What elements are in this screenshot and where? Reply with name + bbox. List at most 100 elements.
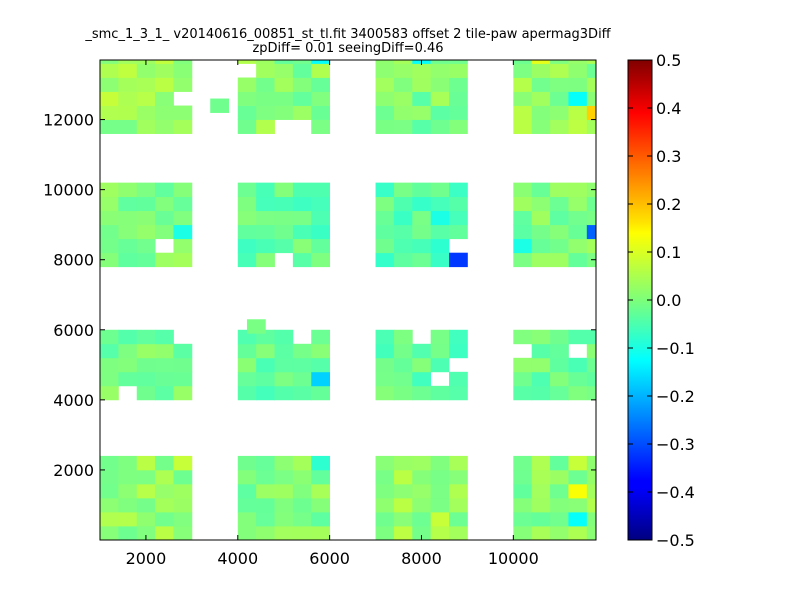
heatmap-cell (393, 525, 413, 540)
heatmap-cell (393, 119, 413, 134)
heatmap-cell (100, 357, 119, 373)
heatmap-cell (375, 77, 395, 92)
heatmap-cell (237, 60, 257, 64)
heatmap-cell (449, 343, 468, 359)
heatmap-cell (237, 371, 257, 387)
heatmap-cell (256, 196, 275, 212)
heatmap-cell (550, 385, 569, 401)
heatmap-cell (136, 511, 156, 527)
heatmap-cell (100, 224, 119, 240)
heatmap-cell (136, 63, 156, 78)
heatmap-cell (375, 385, 395, 401)
heatmap-cell (550, 469, 569, 485)
heatmap-cell (173, 252, 193, 268)
heatmap-cell (568, 196, 588, 212)
colorbar-tick-label: −0.3 (656, 435, 695, 454)
heatmap-cell (513, 511, 533, 527)
heatmap-cell (430, 511, 450, 527)
heatmap-cell (311, 196, 331, 212)
heatmap-cell (393, 77, 413, 92)
heatmap-cell (237, 385, 257, 401)
heatmap-cell (412, 385, 432, 401)
heatmap-cell (256, 252, 275, 268)
heatmap-cell (173, 497, 193, 513)
heatmap-cell (256, 105, 275, 120)
heatmap-cell (173, 511, 193, 527)
heatmap-cell (531, 77, 551, 92)
x-tick-label: 8000 (401, 549, 442, 568)
heatmap-cell (256, 224, 275, 240)
heatmap-cell (449, 210, 468, 226)
heatmap-cell (513, 119, 533, 134)
heatmap-cell (256, 525, 275, 540)
chart-title-line-2: zpDiff= 0.01 seeingDiff=0.46 (252, 41, 443, 56)
x-tick-label: 6000 (309, 549, 350, 568)
heatmap-cell (136, 91, 156, 106)
heatmap-cell (274, 238, 294, 254)
heatmap-cell (173, 182, 193, 198)
heatmap-cell (100, 371, 119, 387)
heatmap-cell (449, 77, 468, 92)
heatmap-cell (274, 483, 294, 499)
heatmap-cell (430, 182, 450, 198)
heatmap-cell (237, 91, 257, 106)
heatmap-cell (550, 371, 569, 387)
heatmap-cell (375, 105, 395, 120)
heatmap-cell (155, 196, 174, 212)
colorbar-tick-label: 0.0 (656, 291, 681, 310)
heatmap-cell (568, 483, 588, 499)
heatmap-cell (237, 238, 257, 254)
heatmap-cell (513, 91, 533, 106)
heatmap-cell (274, 511, 294, 527)
heatmap-cell (513, 483, 533, 499)
heatmap-cell (449, 455, 468, 471)
heatmap-cell (311, 182, 331, 198)
heatmap-cell (568, 357, 588, 373)
heatmap-cell (393, 238, 413, 254)
heatmap-cell (586, 385, 596, 401)
heatmap-cell (393, 196, 413, 212)
heatmap-cell (292, 525, 312, 540)
heatmap-cell (311, 371, 331, 387)
heatmap-cell (531, 210, 551, 226)
heatmap-cell (274, 196, 294, 212)
heatmap-cell (412, 252, 432, 268)
heatmap-cell (237, 196, 257, 212)
heatmap-cell (586, 329, 596, 345)
heatmap-cell (430, 385, 450, 401)
heatmap-cell (118, 105, 138, 120)
heatmap-cell (550, 119, 569, 134)
heatmap-cell (274, 371, 294, 387)
heatmap-cell (568, 238, 588, 254)
heatmap-cell (155, 91, 174, 106)
heatmap-cell (311, 329, 331, 345)
heatmap-cell (173, 385, 193, 401)
heatmap-cell (430, 238, 450, 254)
heatmap-cell (155, 343, 174, 359)
heatmap-cell (311, 60, 331, 64)
heatmap-cell (274, 210, 294, 226)
heatmap-cell (292, 238, 312, 254)
heatmap-cell (155, 483, 174, 499)
heatmap-cell (173, 483, 193, 499)
heatmap-cell (155, 497, 174, 513)
heatmap-cell (513, 60, 533, 64)
heatmap-cell (531, 329, 551, 345)
heatmap-cell (412, 455, 432, 471)
heatmap-cell (513, 105, 533, 120)
heatmap-cell (513, 497, 533, 513)
heatmap-cell (136, 105, 156, 120)
heatmap-cell (155, 385, 174, 401)
heatmap-cell (136, 252, 156, 268)
heatmap-cell (136, 497, 156, 513)
heatmap-cell (237, 469, 257, 485)
y-axis: 2000 4000 6000 8000 10000 12000 (43, 111, 596, 480)
heatmap-cell (246, 319, 266, 334)
heatmap-cell (375, 224, 395, 240)
heatmap-cell (375, 119, 395, 134)
heatmap-cell (311, 469, 331, 485)
heatmap-cell (311, 210, 331, 226)
heatmap-cell (550, 357, 569, 373)
heatmap-cell (430, 60, 450, 64)
heatmap-cell (237, 119, 257, 134)
